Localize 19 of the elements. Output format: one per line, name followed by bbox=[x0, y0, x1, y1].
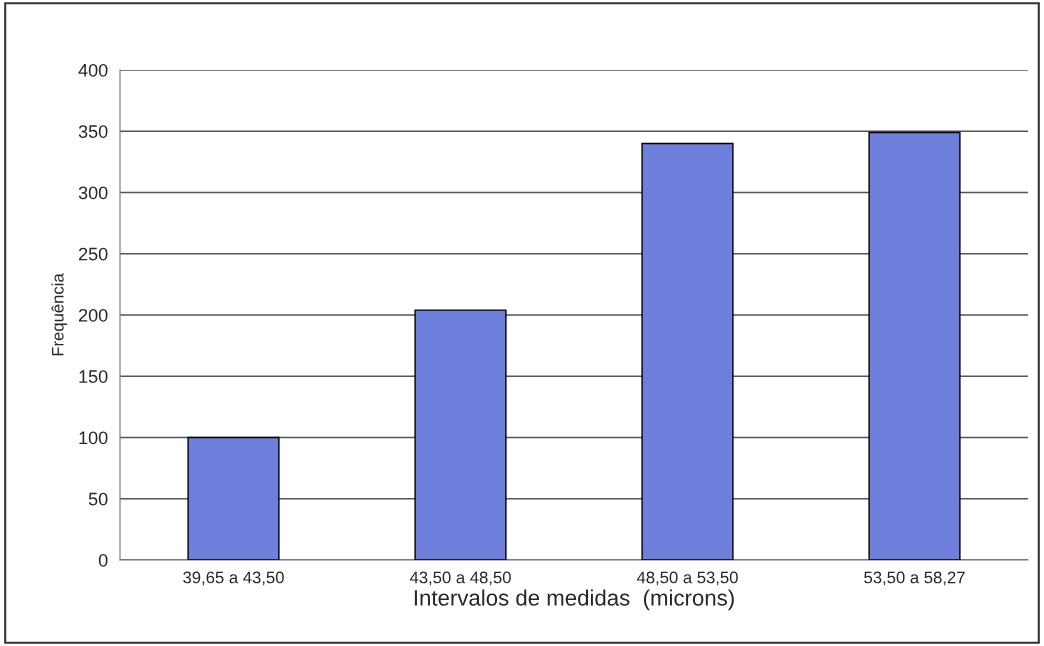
x-axis-title: Intervalos de medidas (microns) bbox=[414, 589, 734, 611]
y-tick-label: 300 bbox=[78, 186, 108, 200]
y-tick-label: 200 bbox=[78, 308, 108, 322]
x-tick-label: 48,50 a 53,50 bbox=[636, 571, 738, 586]
x-tick-label: 43,50 a 48,50 bbox=[409, 571, 511, 586]
y-axis-title: Frequência bbox=[51, 273, 67, 356]
bar bbox=[641, 142, 734, 560]
bar bbox=[414, 309, 507, 560]
bar bbox=[187, 436, 280, 560]
y-tick-label: 50 bbox=[88, 492, 108, 506]
y-tick-label: 0 bbox=[98, 553, 108, 567]
y-tick-label: 150 bbox=[79, 370, 108, 383]
y-tick-label: 350 bbox=[78, 125, 108, 138]
y-tick-label: 400 bbox=[78, 63, 108, 77]
y-tick-label: 250 bbox=[78, 247, 108, 261]
y-tick-label: 100 bbox=[79, 431, 108, 445]
x-tick-label: 39,65 a 43,50 bbox=[183, 571, 284, 586]
x-tick-label: 53,50 a 58,27 bbox=[864, 571, 965, 586]
bar bbox=[868, 131, 961, 560]
